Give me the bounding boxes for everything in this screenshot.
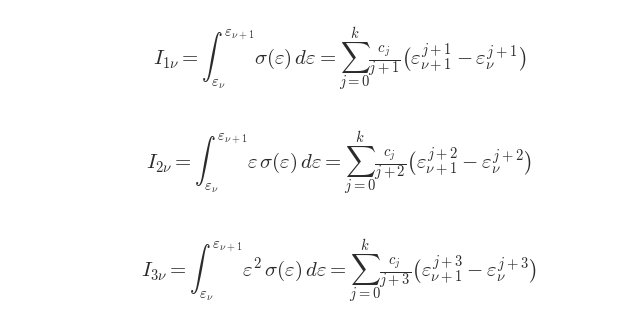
Text: $I_{1\nu} = \int_{\varepsilon_{\nu}}^{\varepsilon_{\nu+1}} \sigma(\varepsilon)\,: $I_{1\nu} = \int_{\varepsilon_{\nu}}^{\v… [152,25,526,93]
Text: $I_{3\nu} = \int_{\varepsilon_{\nu}}^{\varepsilon_{\nu+1}} \varepsilon^2\, \sigm: $I_{3\nu} = \int_{\varepsilon_{\nu}}^{\v… [141,237,537,305]
Text: $I_{2\nu} = \int_{\varepsilon_{\nu}}^{\varepsilon_{\nu+1}} \varepsilon\,\sigma(\: $I_{2\nu} = \int_{\varepsilon_{\nu}}^{\v… [146,129,532,198]
